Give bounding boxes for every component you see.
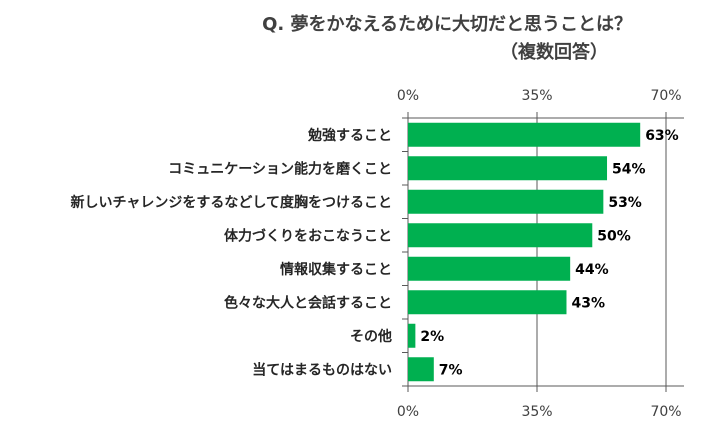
top-tick-label: 35% bbox=[521, 88, 552, 104]
data-label: 50% bbox=[597, 228, 631, 244]
category-label: その他 bbox=[350, 328, 392, 345]
chart-subtitle: （複数回答） bbox=[500, 42, 608, 63]
bar bbox=[408, 357, 434, 382]
bar bbox=[408, 290, 567, 315]
bar bbox=[408, 323, 416, 348]
category-label: 情報収集すること bbox=[280, 261, 392, 278]
category-label: 新しいチャレンジをするなどして度胸をつけること bbox=[71, 194, 392, 211]
bottom-tick-label: 35% bbox=[521, 404, 552, 420]
category-label: コミュニケーション能力を磨くこと bbox=[168, 160, 392, 177]
top-tick-label: 0% bbox=[397, 88, 419, 104]
bar bbox=[408, 223, 593, 248]
category-label: 色々な大人と会話すること bbox=[224, 294, 392, 311]
category-label: 体力づくりをおこなうこと bbox=[224, 227, 392, 244]
data-label: 44% bbox=[575, 262, 609, 278]
data-label: 7% bbox=[439, 362, 463, 378]
category-label: 当てはまるものはない bbox=[252, 361, 392, 378]
bar bbox=[408, 189, 604, 214]
bar bbox=[408, 156, 608, 181]
top-tick-label: 70% bbox=[650, 88, 681, 104]
bar bbox=[408, 256, 571, 281]
data-label: 53% bbox=[608, 195, 642, 211]
bottom-tick-label: 0% bbox=[397, 404, 419, 420]
chart-title: Q. 夢をかなえるために大切だと思うことは？ bbox=[262, 14, 632, 35]
bar bbox=[408, 122, 641, 147]
data-label: 63% bbox=[645, 128, 679, 144]
bottom-tick-label: 70% bbox=[650, 404, 681, 420]
data-label: 43% bbox=[571, 295, 605, 311]
category-label: 勉強すること bbox=[307, 127, 392, 144]
data-label: 54% bbox=[612, 161, 646, 177]
data-label: 2% bbox=[420, 329, 444, 345]
